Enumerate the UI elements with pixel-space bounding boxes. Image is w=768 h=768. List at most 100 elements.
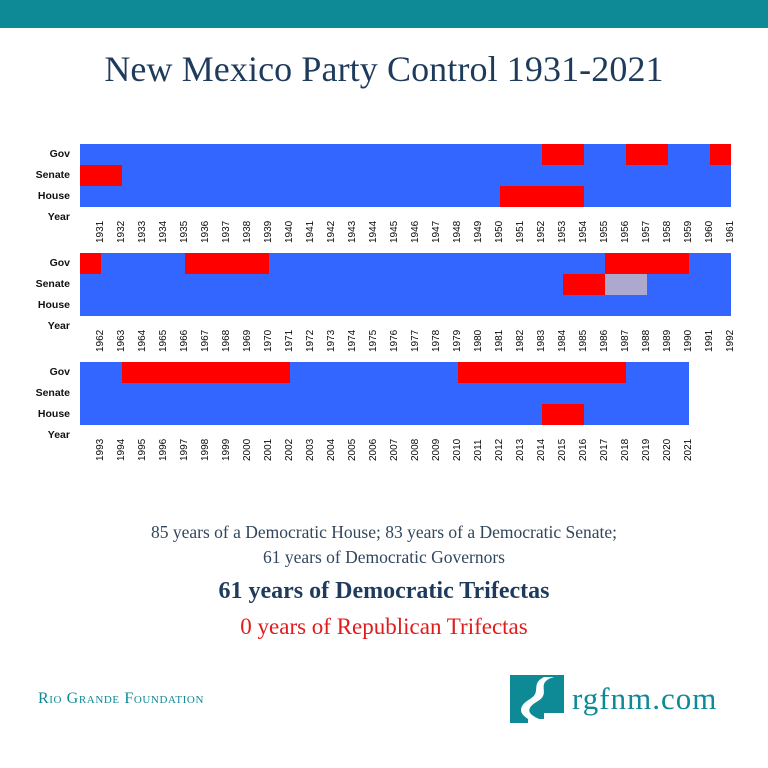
year-tick-2006: 2006	[367, 438, 379, 461]
row-label-house: House	[37, 299, 70, 311]
cell-senate-1962	[80, 274, 563, 295]
cell-senate-1985	[563, 274, 605, 295]
year-tick-2012: 2012	[493, 438, 505, 461]
year-tick-1944: 1944	[367, 220, 379, 243]
year-tick-2015: 2015	[556, 438, 568, 461]
year-tick-1966: 1966	[178, 329, 190, 352]
year-tick-2002: 2002	[283, 438, 295, 461]
year-tick-1936: 1936	[199, 220, 211, 243]
year-tick-1989: 1989	[661, 329, 673, 352]
band-grid	[80, 253, 731, 316]
year-tick-1940: 1940	[283, 220, 295, 243]
row-label-house: House	[37, 408, 70, 420]
row-label-year: Year	[47, 320, 70, 332]
cell-row-gov	[80, 253, 731, 274]
year-tick-2018: 2018	[619, 438, 631, 461]
year-tick-2005: 2005	[346, 438, 358, 461]
cell-gov-2011	[458, 362, 626, 383]
cell-house-1955	[584, 186, 731, 207]
year-tick-1993: 1993	[94, 438, 106, 461]
year-tick-2007: 2007	[388, 438, 400, 461]
year-tick-1955: 1955	[598, 220, 610, 243]
year-tick-1937: 1937	[220, 220, 232, 243]
cell-gov-1971	[269, 253, 605, 274]
cell-house-1962	[80, 295, 731, 316]
year-tick-1945: 1945	[388, 220, 400, 243]
cell-senate-1993	[80, 383, 689, 404]
row-label-year: Year	[47, 211, 70, 223]
year-tick-1935: 1935	[178, 220, 190, 243]
cell-house-2017	[584, 404, 689, 425]
row-label-gov: Gov	[49, 148, 70, 160]
cell-row-gov	[80, 144, 731, 165]
year-tick-1939: 1939	[262, 220, 274, 243]
row-label-house: House	[37, 190, 70, 202]
year-tick-1947: 1947	[430, 220, 442, 243]
year-tick-1958: 1958	[661, 220, 673, 243]
cell-gov-1957	[626, 144, 668, 165]
year-tick-1983: 1983	[535, 329, 547, 352]
cell-gov-1967	[185, 253, 269, 274]
cell-row-senate	[80, 274, 731, 295]
year-tick-1969: 1969	[241, 329, 253, 352]
year-tick-2001: 2001	[262, 438, 274, 461]
cell-gov-1955	[584, 144, 626, 165]
row-label-senate: Senate	[35, 169, 70, 181]
row-label-gov: Gov	[49, 257, 70, 269]
cell-gov-2003	[290, 362, 458, 383]
year-tick-2016: 2016	[577, 438, 589, 461]
cell-gov-1962	[80, 253, 101, 274]
year-tick-1942: 1942	[325, 220, 337, 243]
cell-house-1931	[80, 186, 500, 207]
year-tick-1957: 1957	[640, 220, 652, 243]
cell-gov-1991	[689, 253, 731, 274]
year-tick-2000: 2000	[241, 438, 253, 461]
year-tick-1972: 1972	[304, 329, 316, 352]
footer-organization-name: Rio Grande Foundation	[38, 690, 204, 707]
year-tick-2008: 2008	[409, 438, 421, 461]
year-tick-2014: 2014	[535, 438, 547, 461]
header-accent-bar	[0, 0, 768, 28]
row-label-gov: Gov	[49, 366, 70, 378]
cell-senate-1987	[605, 274, 647, 295]
footer-url: rgfnm.com	[572, 681, 718, 716]
year-tick-1943: 1943	[346, 220, 358, 243]
year-tick-1954: 1954	[577, 220, 589, 243]
cell-gov-1961	[710, 144, 731, 165]
cell-row-house	[80, 404, 689, 425]
cell-row-house	[80, 186, 731, 207]
year-tick-1931: 1931	[94, 220, 106, 243]
year-axis: 1993 1994 1995 1996 1997 1998 1999 2000 2001 2002…	[80, 427, 694, 465]
year-tick-1934: 1934	[157, 220, 169, 243]
cell-row-senate	[80, 165, 731, 186]
year-tick-1965: 1965	[157, 329, 169, 352]
year-tick-1995: 1995	[136, 438, 148, 461]
year-tick-1960: 1960	[703, 220, 715, 243]
cell-gov-1995	[122, 362, 290, 383]
cell-house-1993	[80, 404, 542, 425]
cell-gov-1963	[101, 253, 185, 274]
year-tick-1994: 1994	[115, 438, 127, 461]
year-tick-2013: 2013	[514, 438, 526, 461]
year-tick-1984: 1984	[556, 329, 568, 352]
year-tick-1996: 1996	[157, 438, 169, 461]
year-tick-1941: 1941	[304, 220, 316, 243]
year-tick-2019: 2019	[640, 438, 652, 461]
year-tick-1962: 1962	[94, 329, 106, 352]
year-tick-1986: 1986	[598, 329, 610, 352]
year-tick-1932: 1932	[115, 220, 127, 243]
cell-gov-1959	[668, 144, 710, 165]
year-tick-1992: 1992	[724, 329, 736, 352]
cell-gov-1953	[542, 144, 584, 165]
year-axis: 1931 1932 1933 1934 1935 1936 1937 1938 1939 1940…	[80, 209, 736, 247]
summary-line-2: 61 years of Democratic Governors	[263, 547, 505, 567]
republican-trifectas-text: 0 years of Republican Trifectas	[240, 614, 528, 639]
year-tick-1974: 1974	[346, 329, 358, 352]
year-tick-1948: 1948	[451, 220, 463, 243]
page-title: New Mexico Party Control 1931-2021	[104, 49, 664, 89]
year-tick-1978: 1978	[430, 329, 442, 352]
cell-house-2015	[542, 404, 584, 425]
year-tick-1964: 1964	[136, 329, 148, 352]
year-tick-1981: 1981	[493, 329, 505, 352]
